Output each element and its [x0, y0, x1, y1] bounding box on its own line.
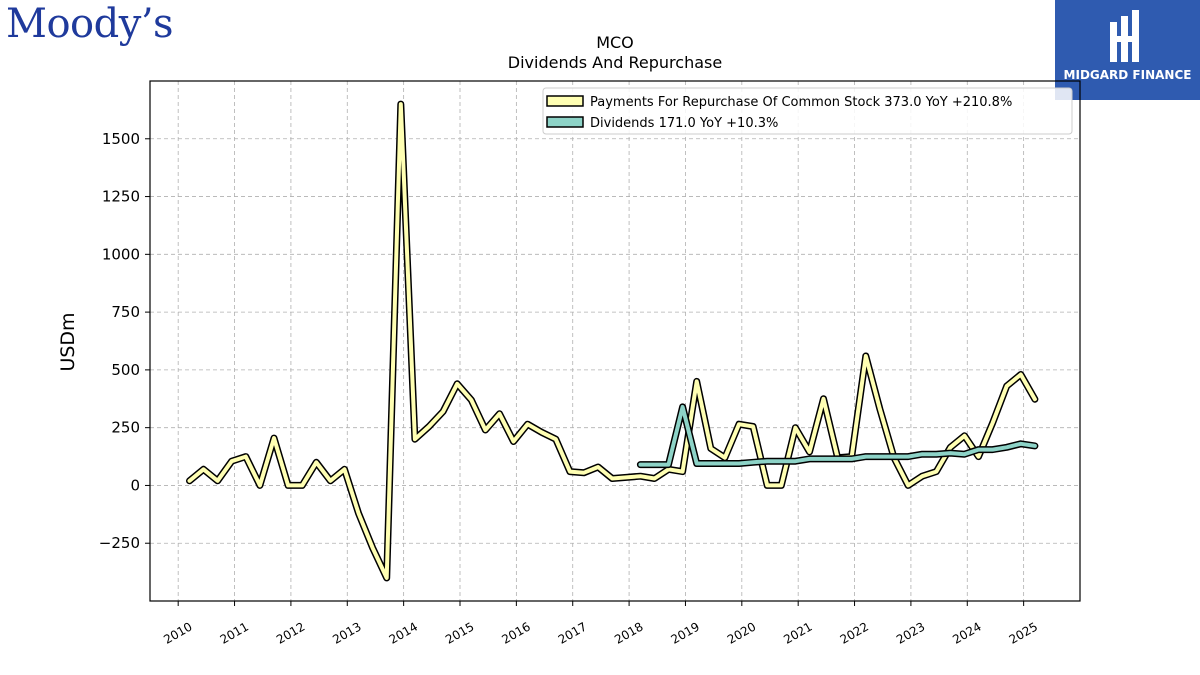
x-tick-label: 2011 [218, 619, 251, 646]
moodys-logo: Moody’s [6, 1, 174, 47]
midgard-finance-badge: MIDGARD FINANCE [1055, 0, 1200, 100]
x-tick-label: 2023 [894, 619, 927, 646]
x-tick-label: 2014 [387, 619, 420, 646]
x-tick-label: 2019 [669, 619, 702, 646]
x-tick-label: 2020 [725, 619, 758, 646]
y-tick-label: 750 [111, 303, 140, 321]
x-tick-label: 2015 [443, 619, 476, 646]
x-tick-label: 2016 [499, 619, 532, 646]
x-tick-label: 2025 [1007, 619, 1040, 646]
legend-label: Dividends 171.0 YoY +10.3% [590, 116, 778, 131]
x-tick-label: 2018 [612, 619, 645, 646]
x-tick-label: 2024 [950, 619, 983, 646]
x-tick-label: 2013 [330, 619, 363, 646]
y-tick-label: 1250 [102, 188, 140, 206]
legend-swatch [546, 95, 584, 107]
dividends-series-line [638, 404, 1037, 467]
y-tick-label: 500 [111, 361, 140, 379]
legend-swatch [546, 116, 584, 128]
chart-subtitle: Dividends And Repurchase [507, 53, 723, 72]
x-tick-label: 2017 [556, 619, 589, 646]
badge-label: MIDGARD FINANCE [1063, 68, 1192, 82]
y-tick-label: −250 [99, 534, 140, 552]
legend-box [542, 87, 1073, 135]
x-tick-label: 2021 [781, 619, 814, 646]
y-tick-label: 1000 [102, 245, 140, 263]
plot-frame [149, 80, 1081, 602]
y-tick-label: 250 [111, 419, 140, 437]
midgard-monogram-icon [1110, 10, 1139, 62]
legend-label: Payments For Repurchase Of Common Stock … [590, 95, 1012, 110]
repurchase-series-line [187, 102, 1037, 580]
y-tick-label: 0 [130, 476, 140, 494]
x-tick-label: 2010 [161, 619, 194, 646]
x-tick-label: 2022 [838, 619, 871, 646]
series-line-outline [186, 100, 1039, 582]
x-tick-label: 2012 [274, 619, 307, 646]
chart-title: MCO [596, 33, 634, 52]
y-tick-label: 1500 [102, 130, 140, 148]
